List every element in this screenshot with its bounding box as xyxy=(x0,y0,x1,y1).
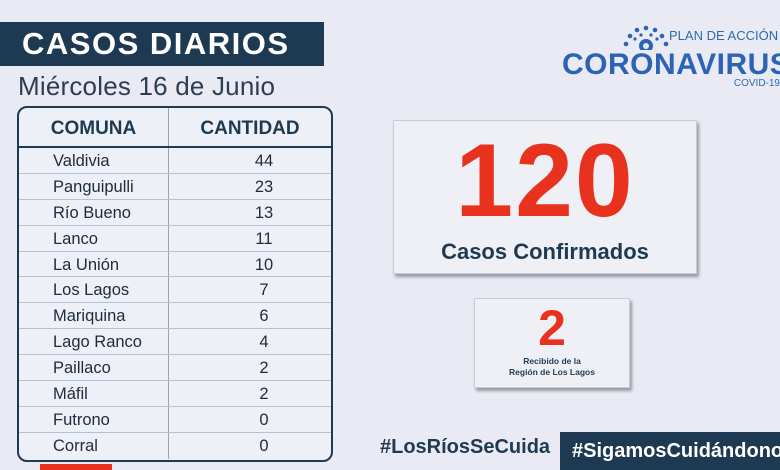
comuna-cell: Lanco xyxy=(19,225,169,251)
table-row: Máfil 2 xyxy=(19,381,331,407)
cases-table: COMUNA CANTIDAD Valdivia 44 Panguipulli 23… xyxy=(17,106,333,462)
total-cases-number: 120 xyxy=(455,123,635,239)
comuna-cell: Paillaco xyxy=(19,355,169,381)
comuna-cell: Río Bueno xyxy=(19,199,169,225)
coronavirus-logo: PLAN DE ACCIÓN CORONAVIRUS COVID-19 xyxy=(562,22,780,92)
table-row: Valdivia 44 xyxy=(19,148,331,174)
table-row: Lanco 11 xyxy=(19,225,331,252)
table-row: Futrono 0 xyxy=(19,406,331,433)
received-label-line2: Región de Los Lagos xyxy=(509,367,595,377)
cantidad-cell: 2 xyxy=(259,385,269,404)
comuna-cell: Los Lagos xyxy=(19,277,169,303)
comuna-cell: Corral xyxy=(19,432,169,459)
total-cases-label: Casos Confirmados xyxy=(441,239,649,264)
table-row: Panguipulli 23 xyxy=(19,173,331,200)
cantidad-cell: 4 xyxy=(259,333,269,352)
cantidad-cell: 2 xyxy=(259,359,269,378)
table-body: Valdivia 44 Panguipulli 23 Río Bueno 13 Lan… xyxy=(19,148,331,459)
comuna-cell: Máfil xyxy=(19,381,169,406)
page-title: CASOS DIARIOS xyxy=(0,22,324,66)
table-row: Los Lagos 7 xyxy=(19,277,331,304)
header-cantidad: CANTIDAD xyxy=(200,118,300,139)
hashtag-los-rios: #LosRíosSeCuida xyxy=(380,436,551,458)
table-row: Mariquina 6 xyxy=(19,303,331,330)
cantidad-cell: 0 xyxy=(259,410,269,429)
table-row: Lago Ranco 4 xyxy=(19,329,331,356)
table-row: Corral 0 xyxy=(19,432,331,459)
sun-emblem-icon xyxy=(623,25,669,50)
received-cases-number: 2 xyxy=(538,300,566,356)
logo-main-text: CORONAVIRUS xyxy=(562,48,780,81)
comuna-cell: Mariquina xyxy=(19,303,169,329)
page-date: Miércoles 16 de Junio xyxy=(18,71,276,101)
cantidad-cell: 6 xyxy=(259,307,269,326)
comuna-cell: Panguipulli xyxy=(19,173,169,199)
received-cases-label: Recibido de la Región de Los Lagos xyxy=(475,356,629,378)
received-cases-card: 2 Recibido de la Región de Los Lagos xyxy=(474,298,630,388)
table-row: La Unión 10 xyxy=(19,251,331,278)
table-row: Río Bueno 13 xyxy=(19,199,331,226)
total-cases-card: 120 Casos Confirmados xyxy=(393,120,697,274)
cantidad-cell: 23 xyxy=(254,177,274,196)
header-comuna: COMUNA xyxy=(19,108,169,146)
hashtag-sigamos: #SigamosCuidándonos xyxy=(560,432,780,470)
red-accent-strip xyxy=(40,464,112,470)
table-header: COMUNA CANTIDAD xyxy=(19,108,331,148)
cantidad-cell: 11 xyxy=(255,229,273,248)
comuna-cell: La Unión xyxy=(19,251,169,277)
cantidad-cell: 13 xyxy=(254,203,274,222)
table-row: Paillaco 2 xyxy=(19,355,331,382)
comuna-cell: Valdivia xyxy=(19,148,169,173)
received-label-line1: Recibido de la xyxy=(523,356,581,366)
cantidad-cell: 7 xyxy=(259,281,269,300)
cantidad-cell: 10 xyxy=(254,255,274,274)
comuna-cell: Lago Ranco xyxy=(19,329,169,355)
cantidad-cell: 0 xyxy=(259,436,269,455)
logo-plan-text: PLAN DE ACCIÓN xyxy=(669,28,779,43)
cantidad-cell: 44 xyxy=(254,152,274,170)
logo-covid-text: COVID-19 xyxy=(733,78,780,89)
comuna-cell: Futrono xyxy=(19,406,169,432)
